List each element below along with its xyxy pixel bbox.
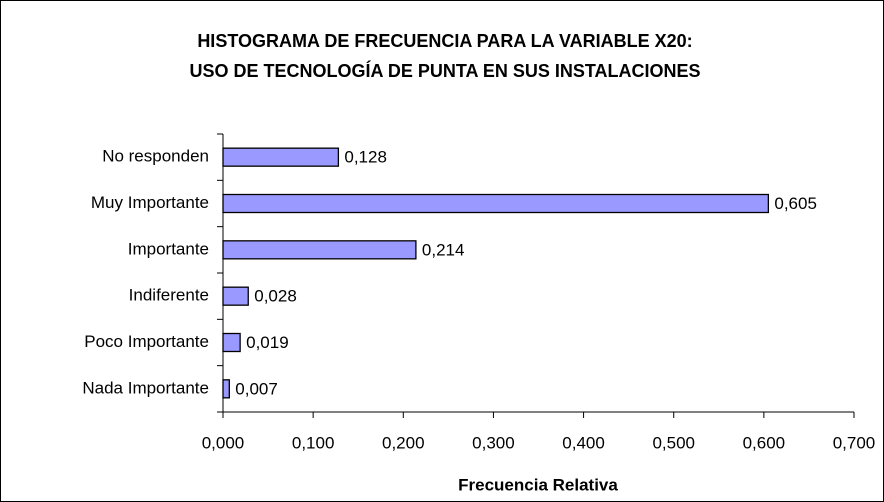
chart-title: USO DE TECNOLOGÍA DE PUNTA EN SUS INSTAL… (189, 60, 700, 81)
bar (222, 379, 230, 399)
bar (222, 332, 241, 353)
x-axis-label: Frecuencia Relativa (458, 475, 618, 494)
x-tick-label: 0,200 (382, 433, 425, 452)
y-tick-label: No responden (102, 147, 209, 166)
x-tick-label: 0,600 (743, 433, 786, 452)
bar (222, 240, 417, 260)
x-tick-label: 0,400 (562, 433, 605, 452)
x-tick-label: 0,700 (833, 433, 876, 452)
bar (222, 193, 770, 214)
data-label: 0,214 (422, 240, 465, 259)
data-label: 0,028 (254, 287, 297, 306)
bar (222, 286, 249, 306)
x-tick-label: 0,500 (652, 433, 695, 452)
y-tick-label: Importante (128, 239, 209, 258)
bar (222, 147, 340, 167)
x-tick-label: 0,100 (292, 433, 335, 452)
data-label: 0,007 (235, 379, 278, 398)
data-label: 0,128 (344, 148, 387, 167)
y-tick-label: Indiferente (129, 286, 209, 305)
chart-title: HISTOGRAMA DE FRECUENCIA PARA LA VARIABL… (197, 31, 692, 51)
y-tick-label: Muy Importante (91, 193, 209, 212)
x-tick-label: 0,300 (472, 433, 515, 452)
x-tick-label: 0,000 (202, 433, 245, 452)
data-label: 0,019 (246, 333, 289, 352)
y-tick-label: Poco Importante (84, 332, 209, 351)
y-tick-label: Nada Importante (82, 378, 209, 397)
data-label: 0,605 (774, 194, 817, 213)
